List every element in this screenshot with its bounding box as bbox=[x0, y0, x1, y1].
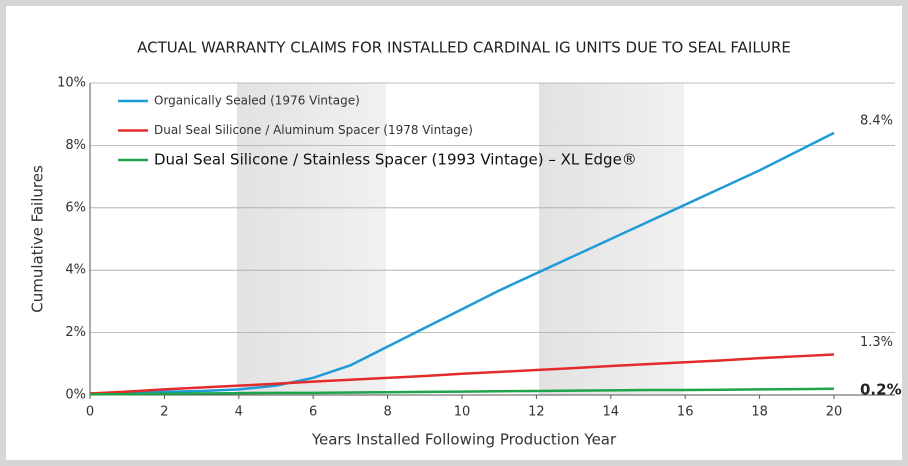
legend-label: Organically Sealed (1976 Vintage) bbox=[154, 94, 360, 108]
y-axis-title: Cumulative Failures bbox=[29, 165, 47, 313]
x-tick-label: 6 bbox=[309, 405, 317, 420]
end-label: 1.3% bbox=[860, 335, 893, 350]
y-tick-label: 2% bbox=[65, 325, 86, 340]
y-tick-label: 6% bbox=[65, 200, 86, 215]
x-tick-label: 4 bbox=[235, 405, 243, 420]
legend-label: Dual Seal Silicone / Aluminum Spacer (19… bbox=[154, 123, 473, 137]
x-tick-label: 12 bbox=[528, 405, 545, 420]
x-tick-label: 18 bbox=[751, 405, 768, 420]
y-tick-label: 0% bbox=[65, 388, 86, 403]
x-axis-title: Years Installed Following Production Yea… bbox=[311, 431, 617, 449]
x-tick-label: 20 bbox=[826, 405, 843, 420]
band bbox=[237, 83, 386, 395]
series-line bbox=[89, 131, 835, 395]
y-tick-label: 8% bbox=[65, 138, 86, 153]
panel bbox=[6, 6, 902, 460]
x-tick-label: 0 bbox=[86, 405, 94, 420]
legend-label: Dual Seal Silicone / Stainless Spacer (1… bbox=[154, 151, 637, 169]
end-label: 0.2% bbox=[860, 380, 902, 398]
x-tick-label: 8 bbox=[383, 405, 391, 420]
chart-title: ACTUAL WARRANTY CLAIMS FOR INSTALLED CAR… bbox=[137, 39, 791, 57]
x-tick-label: 2 bbox=[160, 405, 168, 420]
y-tick-label: 10% bbox=[57, 76, 86, 91]
series-line bbox=[89, 387, 835, 396]
x-tick-label: 10 bbox=[454, 405, 471, 420]
x-tick-label: 16 bbox=[677, 405, 694, 420]
y-tick-label: 4% bbox=[65, 263, 86, 278]
end-label: 8.4% bbox=[860, 113, 893, 128]
x-tick-label: 14 bbox=[603, 405, 620, 420]
series-line bbox=[89, 353, 835, 395]
